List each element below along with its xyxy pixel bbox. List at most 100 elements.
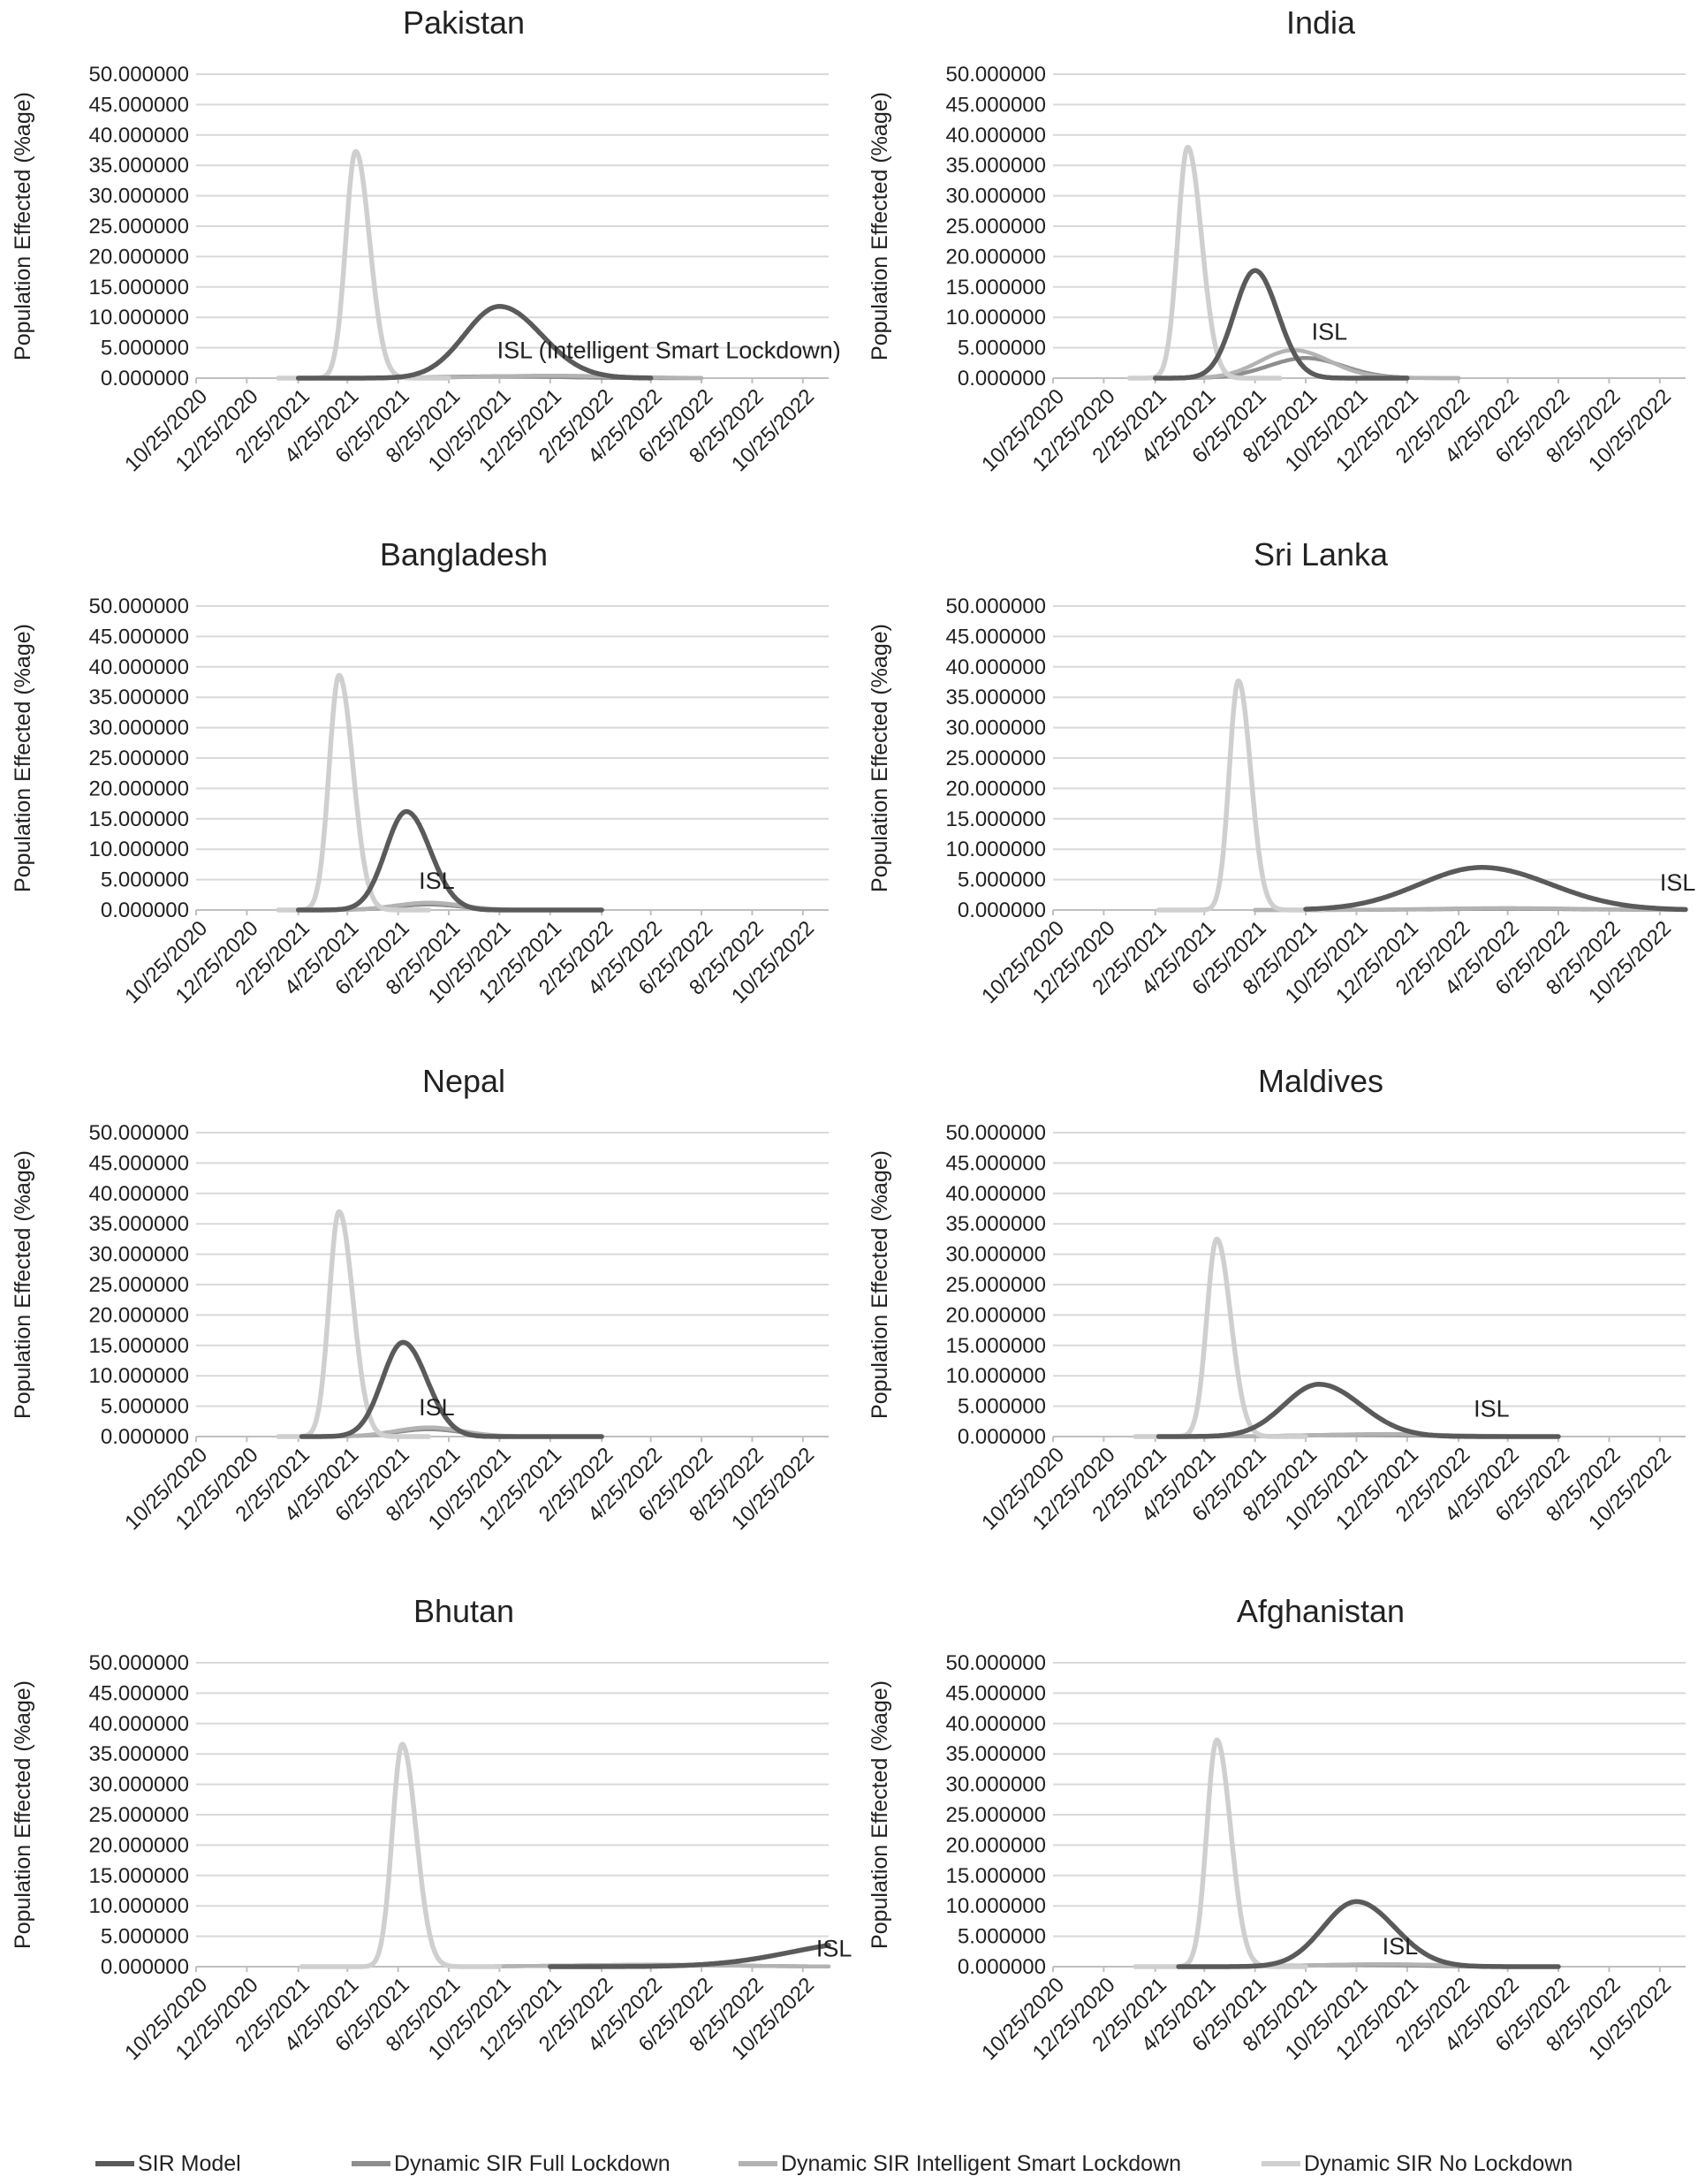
y-tick-label: 50.000000 bbox=[89, 63, 189, 87]
y-tick-label: 50.000000 bbox=[89, 1651, 189, 1675]
y-tick-label: 0.000000 bbox=[958, 367, 1046, 391]
chart-panel-bhutan: Bhutan 0.000000 5.000000 10.000000 15.000000… bbox=[11, 1593, 852, 2065]
chart-panel-maldives: Maldives 0.000000 5.000000 10.000000 15.0000… bbox=[868, 1063, 1686, 1535]
y-tick-label: 30.000000 bbox=[89, 717, 189, 740]
y-tick-label: 15.000000 bbox=[89, 1334, 189, 1358]
y-tick-label: 50.000000 bbox=[946, 1651, 1046, 1675]
y-tick-label: 5.000000 bbox=[101, 868, 189, 892]
series-line-sir-model bbox=[548, 1943, 831, 1969]
chart-title: Sri Lanka bbox=[1254, 536, 1389, 573]
y-tick-label: 25.000000 bbox=[89, 1273, 189, 1297]
y-tick-label: 45.000000 bbox=[89, 93, 189, 117]
y-tick-label: 40.000000 bbox=[89, 1182, 189, 1206]
y-tick-label: 25.000000 bbox=[89, 215, 189, 239]
y-axis-label: Population Effected (%age) bbox=[11, 92, 35, 360]
y-tick-label: 0.000000 bbox=[101, 1425, 189, 1449]
y-tick-label: 30.000000 bbox=[946, 185, 1046, 209]
y-tick-label: 5.000000 bbox=[958, 1925, 1046, 1949]
y-tick-label: 25.000000 bbox=[89, 747, 189, 770]
y-tick-label: 45.000000 bbox=[946, 1151, 1046, 1175]
y-tick-label: 30.000000 bbox=[89, 1243, 189, 1267]
y-tick-label: 5.000000 bbox=[958, 868, 1046, 892]
series-line-sir-model bbox=[295, 808, 604, 913]
y-tick-label: 35.000000 bbox=[946, 154, 1046, 178]
y-tick-label: 35.000000 bbox=[89, 1742, 189, 1766]
chart-title: Nepal bbox=[422, 1063, 505, 1099]
y-tick-label: 15.000000 bbox=[946, 1334, 1046, 1358]
y-tick-label: 40.000000 bbox=[89, 1712, 189, 1736]
y-tick-label: 0.000000 bbox=[958, 899, 1046, 922]
y-tick-label: 35.000000 bbox=[946, 1212, 1046, 1236]
y-tick-label: 25.000000 bbox=[946, 215, 1046, 239]
series-line-sir-model bbox=[295, 304, 654, 381]
y-tick-label: 30.000000 bbox=[89, 1773, 189, 1797]
y-tick-label: 5.000000 bbox=[101, 337, 189, 360]
chart-panel-pakistan: Pakistan 0.000000 5.000000 10.000000 15.0000… bbox=[11, 4, 841, 476]
y-tick-label: 35.000000 bbox=[89, 1212, 189, 1236]
y-tick-label: 50.000000 bbox=[946, 1121, 1046, 1145]
y-tick-label: 30.000000 bbox=[946, 1773, 1046, 1797]
chart-panel-india: India 0.000000 5.000000 10.000000 15.000000 2… bbox=[868, 4, 1686, 476]
y-tick-label: 0.000000 bbox=[101, 1955, 189, 1979]
y-tick-label: 0.000000 bbox=[958, 1425, 1046, 1449]
isl-annotation: ISL bbox=[1312, 319, 1348, 345]
series-line-sir-model bbox=[299, 1339, 604, 1439]
legend-label: SIR Model bbox=[138, 2151, 241, 2176]
y-tick-label: 20.000000 bbox=[946, 777, 1046, 800]
y-tick-label: 40.000000 bbox=[946, 656, 1046, 679]
y-tick-label: 5.000000 bbox=[101, 1925, 189, 1949]
series-line-no-lockdown bbox=[1133, 1737, 1308, 1969]
y-tick-label: 50.000000 bbox=[946, 595, 1046, 618]
y-tick-label: 20.000000 bbox=[946, 245, 1046, 269]
y-tick-label: 45.000000 bbox=[89, 625, 189, 648]
y-tick-label: 15.000000 bbox=[89, 276, 189, 300]
chart-title: Bangladesh bbox=[380, 536, 548, 573]
isl-annotation: ISL bbox=[1383, 1933, 1419, 1960]
isl-annotation: ISL bbox=[1660, 869, 1696, 896]
y-tick-label: 10.000000 bbox=[946, 838, 1046, 861]
chart-title: Maldives bbox=[1258, 1063, 1383, 1099]
y-tick-label: 0.000000 bbox=[101, 899, 189, 922]
legend: SIR Model Dynamic SIR Full Lockdown Dynami… bbox=[95, 2151, 1572, 2176]
legend-label: Dynamic SIR No Lockdown bbox=[1304, 2151, 1572, 2176]
y-tick-label: 15.000000 bbox=[946, 808, 1046, 831]
y-tick-label: 20.000000 bbox=[89, 777, 189, 800]
y-tick-label: 35.000000 bbox=[89, 154, 189, 178]
chart-panel-bangladesh: Bangladesh 0.000000 5.000000 10.000000 15.00… bbox=[11, 536, 829, 1008]
y-tick-label: 5.000000 bbox=[101, 1395, 189, 1419]
y-axis-label: Population Effected (%age) bbox=[868, 624, 892, 892]
y-tick-label: 0.000000 bbox=[958, 1955, 1046, 1979]
y-tick-label: 10.000000 bbox=[946, 1364, 1046, 1388]
chart-panel-nepal: Nepal 0.000000 5.000000 10.000000 15.000000 2… bbox=[11, 1063, 829, 1535]
y-tick-label: 10.000000 bbox=[946, 1894, 1046, 1918]
isl-annotation: ISL (Intelligent Smart Lockdown) bbox=[497, 337, 841, 363]
series-line-no-lockdown bbox=[276, 1209, 432, 1439]
y-tick-label: 40.000000 bbox=[946, 124, 1046, 148]
y-tick-label: 40.000000 bbox=[89, 656, 189, 679]
isl-annotation: ISL bbox=[1474, 1395, 1510, 1422]
isl-annotation: ISL bbox=[816, 1935, 852, 1961]
y-tick-label: 25.000000 bbox=[89, 1803, 189, 1827]
series-line-no-lockdown bbox=[299, 1741, 503, 1969]
y-tick-label: 20.000000 bbox=[89, 1833, 189, 1857]
isl-annotation: ISL bbox=[419, 868, 455, 894]
y-tick-label: 15.000000 bbox=[89, 1864, 189, 1888]
y-tick-label: 30.000000 bbox=[89, 185, 189, 209]
y-tick-label: 45.000000 bbox=[946, 1681, 1046, 1705]
legend-label: Dynamic SIR Full Lockdown bbox=[394, 2151, 671, 2176]
y-axis-label: Population Effected (%age) bbox=[11, 624, 35, 892]
y-axis-label: Population Effected (%age) bbox=[868, 92, 892, 360]
y-tick-label: 20.000000 bbox=[946, 1303, 1046, 1327]
y-tick-label: 10.000000 bbox=[89, 1894, 189, 1918]
chart-title: Afghanistan bbox=[1237, 1593, 1405, 1629]
series-line-no-lockdown bbox=[276, 148, 451, 381]
y-tick-label: 10.000000 bbox=[89, 838, 189, 861]
series-line-no-lockdown bbox=[276, 672, 432, 913]
y-tick-label: 35.000000 bbox=[89, 686, 189, 709]
y-tick-label: 10.000000 bbox=[946, 306, 1046, 330]
y-tick-label: 25.000000 bbox=[946, 747, 1046, 770]
y-tick-label: 35.000000 bbox=[946, 1742, 1046, 1766]
y-tick-label: 50.000000 bbox=[89, 595, 189, 618]
series-line-sir-model bbox=[1156, 1382, 1561, 1439]
